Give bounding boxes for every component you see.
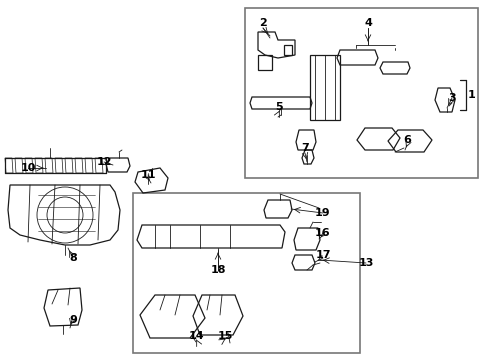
Text: 17: 17	[315, 250, 330, 260]
Text: 2: 2	[259, 18, 266, 28]
Text: 6: 6	[402, 135, 410, 145]
Text: 11: 11	[140, 170, 156, 180]
Text: 5: 5	[275, 102, 282, 112]
Text: 10: 10	[20, 163, 36, 173]
Text: 9: 9	[69, 315, 77, 325]
Text: 19: 19	[315, 208, 330, 218]
Bar	[244, 8, 477, 178]
Text: 7: 7	[301, 143, 308, 153]
Text: 1: 1	[467, 90, 475, 100]
Bar	[133, 193, 359, 353]
Text: 18: 18	[210, 265, 225, 275]
Text: 14: 14	[188, 331, 203, 341]
Text: 15: 15	[217, 331, 232, 341]
Text: 3: 3	[447, 93, 455, 103]
Text: 8: 8	[69, 253, 77, 263]
Text: 12: 12	[96, 157, 112, 167]
Text: 16: 16	[315, 228, 330, 238]
Text: 13: 13	[358, 258, 373, 268]
Text: 4: 4	[364, 18, 371, 28]
